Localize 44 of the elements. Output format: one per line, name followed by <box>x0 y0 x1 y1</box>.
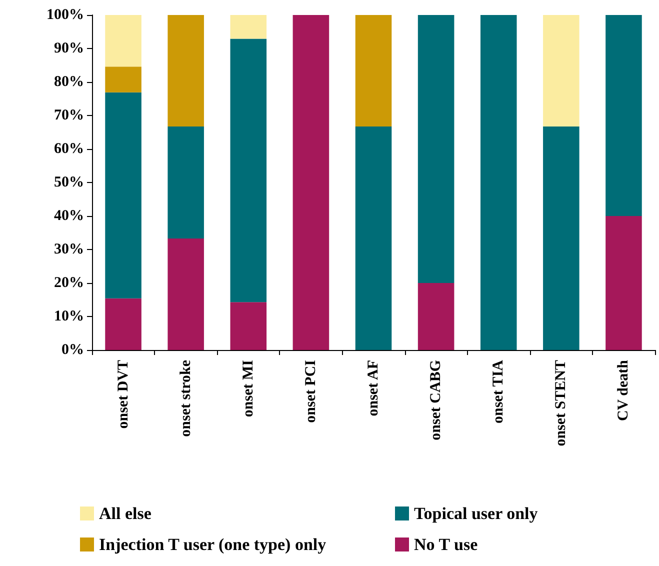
y-tick-label: 90% <box>54 40 84 56</box>
y-tick-label: 0% <box>62 342 84 358</box>
bar <box>543 126 580 350</box>
legend-label: No T use <box>414 535 478 554</box>
bar <box>606 15 642 216</box>
x-tick-label: CV death <box>616 359 632 421</box>
bar <box>418 283 454 350</box>
legend-label: Topical user only <box>414 504 538 523</box>
y-tick-label: 40% <box>54 208 84 224</box>
legend-label: All else <box>99 504 152 523</box>
y-tick-label: 20% <box>54 275 84 291</box>
bar <box>418 15 454 283</box>
bar <box>105 66 142 92</box>
x-tick-label: onset STENT <box>553 360 570 446</box>
y-tick-label: 100% <box>46 7 84 23</box>
bar <box>168 238 204 350</box>
bar <box>105 298 142 350</box>
y-tick-label: 70% <box>54 108 84 124</box>
x-tick-label: onset AF <box>366 360 382 416</box>
x-tick-label: onset CABG <box>428 360 444 440</box>
x-tick-label: onset PCI <box>302 360 319 423</box>
y-tick-label: 30% <box>54 242 84 258</box>
bar <box>105 92 142 298</box>
y-tick-label: 50% <box>54 174 84 190</box>
bar <box>292 15 330 350</box>
bar <box>230 302 267 350</box>
y-tick-label: 60% <box>54 141 84 157</box>
bar <box>480 15 517 350</box>
bar <box>606 216 642 350</box>
x-tick-label: onset DVT <box>115 360 132 429</box>
x-tick-label: onset MI <box>240 360 256 418</box>
x-tick-label: onset TIA <box>490 360 507 424</box>
bar <box>168 126 204 238</box>
legend-label: Injection T user (one type) only <box>99 535 327 554</box>
bar <box>168 15 204 127</box>
bar <box>230 38 267 302</box>
bar <box>543 15 580 127</box>
x-tick-label: onset stroke <box>178 360 194 437</box>
bar <box>355 126 392 350</box>
bar <box>230 15 267 39</box>
y-tick-label: 80% <box>54 74 84 90</box>
bar <box>105 15 142 67</box>
bar <box>355 15 392 127</box>
y-tick-label: 10% <box>54 308 84 324</box>
